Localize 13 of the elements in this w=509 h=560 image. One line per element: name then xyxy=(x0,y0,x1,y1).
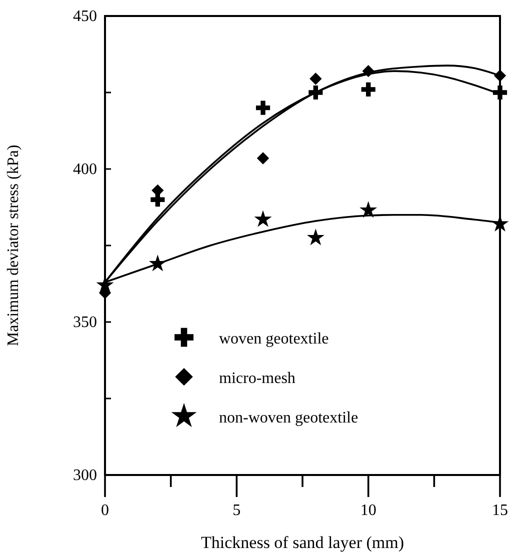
y-tick-label: 300 xyxy=(73,467,97,484)
x-tick-label: 10 xyxy=(360,502,376,519)
legend-label: woven geotextile xyxy=(219,330,329,348)
x-tick-label: 5 xyxy=(232,502,241,519)
legend-label: non-woven geotextile xyxy=(219,409,358,426)
y-tick-label: 450 xyxy=(73,8,97,25)
legend-label: micro-mesh xyxy=(219,370,296,387)
y-axis-title: Maximum deviator stress (kPa) xyxy=(5,144,22,346)
x-tick-label: 0 xyxy=(101,502,109,519)
y-tick-label: 350 xyxy=(73,314,97,331)
x-tick-label: 15 xyxy=(492,502,508,519)
x-axis-title: Thickness of sand layer (mm) xyxy=(201,533,404,552)
y-tick-label: 400 xyxy=(73,161,97,178)
